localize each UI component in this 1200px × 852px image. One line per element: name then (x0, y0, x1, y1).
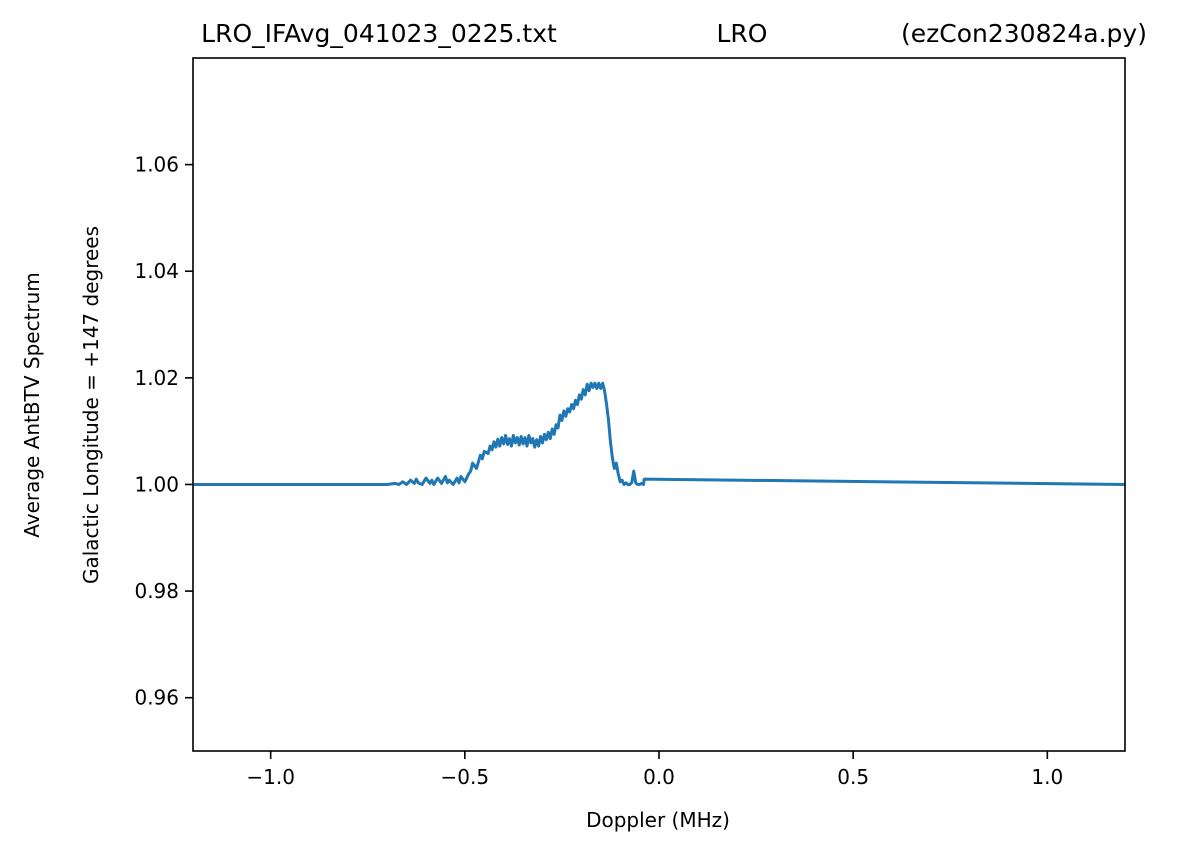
x-axis-label: Doppler (MHz) (586, 808, 730, 832)
title-filename: LRO_IFAvg_041023_0225.txt (201, 19, 557, 48)
x-tick-label: −0.5 (441, 765, 490, 789)
title-station: LRO (717, 19, 768, 48)
y-axis-ticks: 0.96 0.98 1.00 1.02 1.04 1.06 (134, 153, 193, 710)
x-tick-label: 0.5 (837, 765, 869, 789)
y-axis-label-line2: Galactic Longitude = +147 degrees (79, 226, 103, 584)
y-tick-label: 1.02 (134, 366, 179, 390)
x-tick-label: 1.0 (1031, 765, 1063, 789)
y-tick-label: 1.06 (134, 153, 179, 177)
x-tick-label: 0.0 (643, 765, 675, 789)
y-tick-label: 1.00 (134, 472, 179, 496)
y-tick-label: 1.04 (134, 259, 179, 283)
x-tick-label: −1.0 (246, 765, 295, 789)
y-tick-label: 0.98 (134, 579, 179, 603)
title-script: (ezCon230824a.py) (901, 19, 1147, 48)
series-line (193, 381, 1125, 486)
chart-title: LRO_IFAvg_041023_0225.txt LRO (ezCon2308… (201, 19, 1147, 48)
y-axis-label-line1: Average AntBTV Spectrum (20, 272, 44, 538)
y-tick-label: 0.96 (134, 686, 179, 710)
plot-frame (192, 57, 1126, 752)
x-axis-ticks: −1.0 −0.5 0.0 0.5 1.0 (246, 751, 1063, 789)
